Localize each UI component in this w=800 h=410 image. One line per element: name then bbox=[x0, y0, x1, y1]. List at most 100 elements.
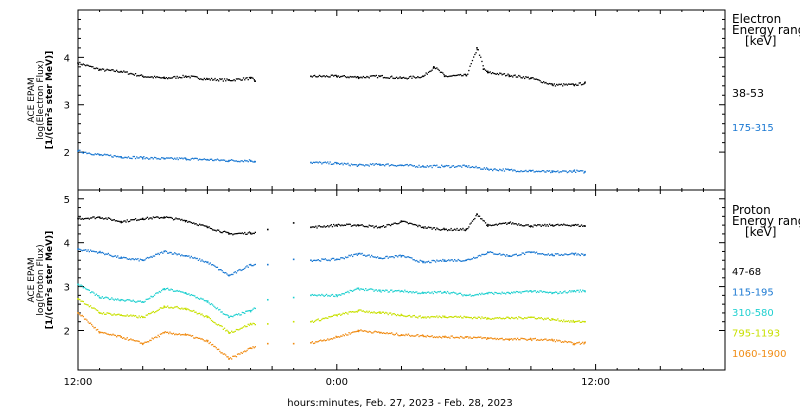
data-point bbox=[139, 156, 141, 158]
data-point bbox=[405, 221, 407, 223]
data-point bbox=[372, 288, 374, 291]
data-point bbox=[489, 292, 491, 294]
data-point bbox=[394, 333, 396, 336]
electron-ylabel: ACE EPAMlog(Electron Flux)[1/(cm²s ster … bbox=[27, 51, 55, 150]
data-point bbox=[373, 331, 375, 333]
data-point bbox=[512, 292, 514, 294]
data-point bbox=[492, 72, 494, 74]
data-point bbox=[554, 291, 557, 293]
data-point bbox=[452, 74, 455, 77]
data-point bbox=[535, 78, 538, 80]
data-point bbox=[86, 217, 88, 220]
data-point bbox=[241, 269, 243, 271]
data-point bbox=[356, 254, 358, 256]
data-point bbox=[416, 259, 418, 262]
data-point bbox=[133, 340, 135, 342]
data-point bbox=[530, 338, 532, 341]
data-point bbox=[85, 217, 87, 220]
data-point bbox=[570, 320, 572, 322]
data-point bbox=[400, 164, 403, 167]
data-point bbox=[197, 77, 200, 80]
data-point bbox=[496, 72, 498, 75]
data-point bbox=[451, 316, 453, 318]
data-point bbox=[134, 315, 137, 317]
data-point bbox=[378, 75, 380, 77]
data-point bbox=[182, 308, 184, 310]
data-point bbox=[484, 168, 487, 170]
data-point bbox=[551, 338, 553, 340]
data-point bbox=[107, 312, 109, 314]
data-point bbox=[242, 233, 245, 235]
data-point bbox=[236, 314, 239, 316]
data-point bbox=[449, 75, 451, 77]
data-point bbox=[467, 73, 469, 75]
data-point bbox=[505, 75, 507, 77]
data-point bbox=[219, 269, 221, 271]
data-point bbox=[430, 335, 432, 338]
y-tick-label: 4 bbox=[64, 239, 70, 250]
data-point bbox=[146, 341, 149, 343]
data-point bbox=[501, 222, 503, 225]
data-point bbox=[143, 156, 145, 158]
data-point bbox=[484, 337, 487, 339]
data-point bbox=[204, 260, 207, 263]
data-point bbox=[208, 342, 210, 345]
data-point bbox=[344, 333, 347, 335]
data-point bbox=[410, 75, 412, 77]
data-point bbox=[373, 311, 375, 313]
data-point bbox=[398, 77, 400, 79]
data-point bbox=[316, 161, 318, 163]
data-point bbox=[458, 229, 461, 231]
data-point bbox=[133, 300, 135, 303]
data-point bbox=[451, 75, 453, 77]
data-point bbox=[443, 260, 445, 262]
data-point bbox=[488, 291, 490, 294]
data-point bbox=[210, 228, 213, 230]
data-point bbox=[576, 289, 578, 292]
data-point bbox=[352, 290, 354, 292]
data-point bbox=[551, 318, 554, 321]
data-point bbox=[534, 317, 536, 320]
data-point bbox=[117, 155, 119, 158]
data-point bbox=[363, 289, 366, 292]
data-point bbox=[394, 77, 396, 79]
data-point bbox=[583, 343, 585, 345]
data-point bbox=[456, 316, 458, 318]
data-point bbox=[463, 294, 465, 296]
data-point bbox=[534, 337, 536, 340]
data-point bbox=[369, 331, 372, 333]
data-point bbox=[379, 331, 381, 334]
data-point bbox=[427, 166, 430, 168]
data-point bbox=[438, 166, 440, 168]
data-point bbox=[225, 354, 227, 356]
data-point bbox=[181, 218, 183, 221]
data-point bbox=[416, 165, 418, 168]
data-point bbox=[406, 78, 408, 80]
data-point bbox=[311, 226, 313, 228]
data-point bbox=[400, 255, 403, 257]
data-point bbox=[449, 337, 451, 339]
data-point bbox=[443, 165, 446, 168]
data-point bbox=[528, 251, 530, 253]
data-point bbox=[538, 79, 540, 81]
data-point bbox=[541, 82, 544, 84]
data-point bbox=[161, 289, 163, 292]
data-point bbox=[246, 310, 248, 312]
data-point bbox=[346, 163, 348, 165]
data-point bbox=[235, 272, 238, 274]
data-point bbox=[481, 337, 483, 340]
data-point bbox=[129, 73, 131, 75]
data-point bbox=[208, 78, 210, 80]
data-point bbox=[543, 253, 545, 255]
data-point bbox=[183, 76, 185, 78]
data-point bbox=[450, 166, 452, 168]
data-point bbox=[470, 166, 472, 168]
data-point bbox=[470, 295, 472, 297]
data-point bbox=[164, 216, 166, 219]
data-point bbox=[580, 170, 583, 172]
data-point bbox=[551, 224, 554, 226]
data-point bbox=[162, 217, 164, 219]
data-point bbox=[316, 259, 318, 261]
data-point bbox=[509, 221, 512, 223]
data-point bbox=[352, 164, 354, 166]
